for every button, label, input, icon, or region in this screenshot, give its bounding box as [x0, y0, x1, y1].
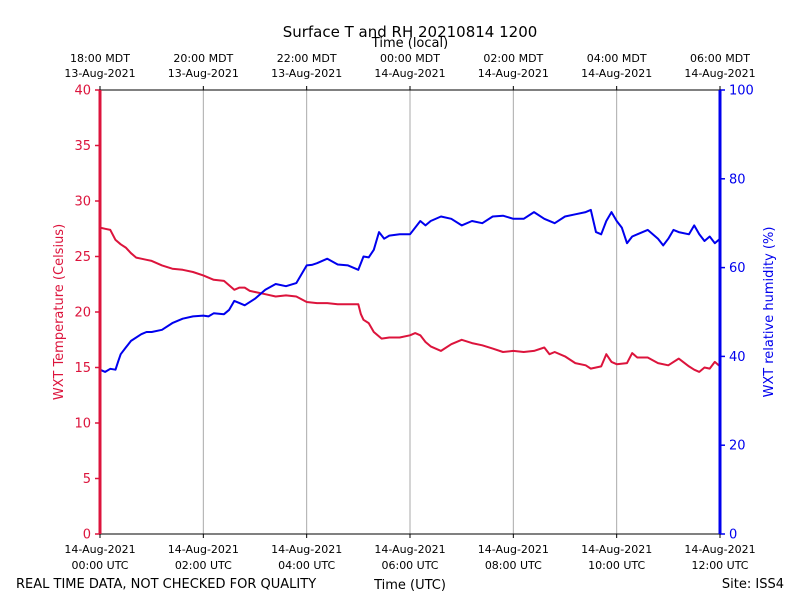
y-axis-label-right: WXT relative humidity (%) — [762, 227, 777, 398]
right-axis-ticks: 0 20 40 60 80 100 — [720, 84, 754, 543]
bottom-tick-label-time: 04:00 UTC — [278, 559, 335, 572]
vertical-gridlines — [202, 90, 618, 534]
right-tick-label: 20 — [729, 439, 746, 454]
bottom-tick-label-date: 14-Aug-2021 — [581, 543, 652, 556]
bottom-tick-label-date: 14-Aug-2021 — [478, 543, 549, 556]
temperature-series-line — [99, 226, 721, 373]
top-tick-label-time: 06:00 MDT — [690, 52, 750, 65]
right-tick-label: 40 — [729, 350, 746, 365]
footer-quality-note: REAL TIME DATA, NOT CHECKED FOR QUALITY — [16, 577, 316, 592]
top-tick-label-time: 22:00 MDT — [277, 52, 337, 65]
top-tick-label-date: 13-Aug-2021 — [168, 67, 239, 80]
right-tick-label: 100 — [729, 84, 754, 99]
bottom-tick-label-time: 00:00 UTC — [71, 559, 128, 572]
left-tick-label: 10 — [74, 417, 91, 432]
bottom-tick-label-date: 14-Aug-2021 — [684, 543, 755, 556]
left-tick-label: 15 — [74, 361, 91, 376]
chart-title: Surface T and RH 20210814 1200 — [283, 23, 538, 41]
bottom-tick-label-date: 14-Aug-2021 — [374, 543, 445, 556]
top-tick-label-date: 14-Aug-2021 — [374, 67, 445, 80]
top-tick-label-date: 13-Aug-2021 — [64, 67, 135, 80]
bottom-tick-label-date: 14-Aug-2021 — [271, 543, 342, 556]
left-tick-label: 5 — [83, 472, 91, 487]
right-tick-label: 0 — [729, 528, 737, 543]
left-axis-ticks: 0 5 10 15 20 25 30 35 40 — [74, 84, 100, 543]
bottom-tick-label-time: 08:00 UTC — [485, 559, 542, 572]
right-tick-label: 80 — [729, 172, 746, 187]
top-tick-label-date: 14-Aug-2021 — [684, 67, 755, 80]
y-axis-label-left: WXT Temperature (Celsius) — [52, 224, 67, 400]
right-tick-label: 60 — [729, 261, 746, 276]
left-tick-label: 20 — [74, 306, 91, 321]
left-tick-label: 35 — [74, 139, 91, 154]
bottom-tick-label-date: 14-Aug-2021 — [64, 543, 135, 556]
top-tick-label-time: 00:00 MDT — [380, 52, 440, 65]
top-axis-label: Time (local) — [371, 36, 448, 51]
footer-site: Site: ISS4 — [722, 577, 784, 592]
top-tick-label-time: 18:00 MDT — [70, 52, 130, 65]
top-tick-label-time: 04:00 MDT — [587, 52, 647, 65]
top-tick-label-time: 20:00 MDT — [173, 52, 233, 65]
bottom-tick-label-date: 14-Aug-2021 — [168, 543, 239, 556]
humidity-series-line — [99, 208, 721, 373]
left-tick-label: 30 — [74, 195, 91, 210]
bottom-tick-label-time: 06:00 UTC — [381, 559, 438, 572]
series-layer — [99, 208, 721, 373]
left-tick-label: 40 — [74, 84, 91, 99]
x-axis-label: Time (UTC) — [373, 578, 446, 593]
bottom-tick-label-time: 12:00 UTC — [691, 559, 748, 572]
top-tick-label-date: 13-Aug-2021 — [271, 67, 342, 80]
top-tick-label-date: 14-Aug-2021 — [478, 67, 549, 80]
top-axis-ticks: 18:00 MDT 13-Aug-2021 20:00 MDT 13-Aug-2021… — [64, 52, 756, 90]
left-tick-label: 25 — [74, 250, 91, 265]
bottom-axis-ticks: 14-Aug-2021 00:00 UTC 14-Aug-2021 02:00 UTC… — [64, 534, 756, 572]
top-tick-label-time: 02:00 MDT — [483, 52, 543, 65]
left-tick-label: 0 — [83, 528, 91, 543]
bottom-tick-label-time: 10:00 UTC — [588, 559, 645, 572]
top-tick-label-date: 14-Aug-2021 — [581, 67, 652, 80]
bottom-tick-label-time: 02:00 UTC — [175, 559, 232, 572]
